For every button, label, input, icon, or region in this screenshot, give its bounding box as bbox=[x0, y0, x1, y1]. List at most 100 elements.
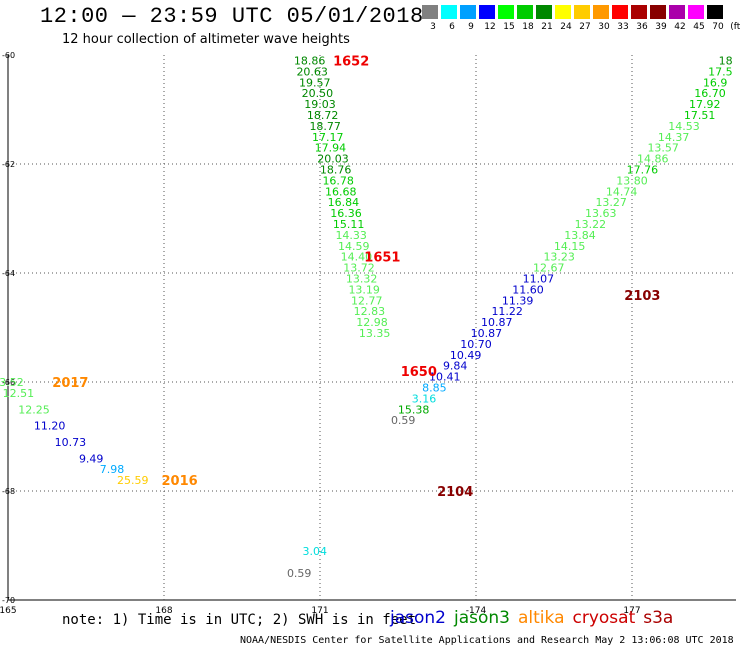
wave-height-value: 10.73 bbox=[55, 436, 87, 449]
y-tick-label: -68 bbox=[2, 487, 15, 496]
wave-height-value: 14.37 bbox=[658, 131, 690, 144]
wave-height-value: 10.49 bbox=[450, 349, 482, 362]
y-tick-label: -62 bbox=[2, 160, 15, 169]
scale-label: 45 bbox=[693, 22, 705, 32]
wave-height-value: 11.07 bbox=[523, 272, 555, 285]
scale-swatch bbox=[574, 5, 591, 19]
wave-height-value: 18.76 bbox=[320, 163, 352, 176]
wave-height-value: 20.63 bbox=[296, 65, 328, 78]
wave-height-value: 16.84 bbox=[328, 196, 360, 209]
legend-s3a: s3a bbox=[643, 608, 674, 628]
scale-swatch bbox=[631, 5, 648, 19]
scale-label: 21 bbox=[541, 22, 553, 32]
pass-label: 2016 bbox=[162, 474, 198, 489]
scale-swatch bbox=[479, 5, 496, 19]
pass-label: 1652 bbox=[333, 54, 369, 69]
wave-height-value: 8.85 bbox=[422, 381, 447, 394]
wave-height-value: 14.59 bbox=[338, 240, 370, 253]
scale-swatch bbox=[650, 5, 667, 19]
wave-height-value: 14.53 bbox=[668, 120, 700, 133]
wave-height-value: 0.59 bbox=[287, 567, 312, 580]
legend-altika: altika bbox=[518, 608, 565, 628]
x-tick-label: 171 bbox=[311, 606, 328, 616]
wave-height-value: 20.03 bbox=[317, 153, 349, 166]
scale-swatch bbox=[707, 5, 724, 19]
scale-label: 18 bbox=[522, 22, 534, 32]
wave-height-value: 9.84 bbox=[443, 360, 468, 373]
wave-height-value: 19.57 bbox=[299, 76, 331, 89]
wave-height-value: 13.27 bbox=[595, 196, 627, 209]
wave-height-value: 15.11 bbox=[333, 218, 365, 231]
y-tick-label: -66 bbox=[2, 378, 15, 387]
wave-height-value: 11.39 bbox=[502, 294, 534, 307]
y-tick-label: -64 bbox=[2, 269, 15, 278]
wave-height-value: 12.25 bbox=[18, 403, 50, 416]
scale-swatch bbox=[688, 5, 705, 19]
scale-swatch bbox=[555, 5, 572, 19]
wave-height-value: 3.16 bbox=[412, 392, 437, 405]
satellite-legend: jason2 jason3 altika cryosat s3a bbox=[390, 608, 681, 628]
x-tick-label: -174 bbox=[466, 606, 487, 616]
scale-swatch bbox=[593, 5, 610, 19]
wave-height-value: 10.41 bbox=[429, 371, 461, 384]
note-text: note: 1) Time is in UTC; 2) SWH is in fe… bbox=[62, 612, 417, 628]
wave-height-value: 10.70 bbox=[460, 338, 492, 351]
wave-height-value: 17.94 bbox=[315, 142, 347, 155]
scale-label: 24 bbox=[560, 22, 572, 32]
scale-label: 27 bbox=[579, 22, 591, 32]
wave-height-value: 15.38 bbox=[398, 403, 430, 416]
wave-height-value: 14.86 bbox=[637, 153, 669, 166]
wave-height-value: 18.72 bbox=[307, 109, 339, 122]
scale-label: 70 bbox=[712, 22, 724, 32]
footer-credit: NOAA/NESDIS Center for Satellite Applica… bbox=[240, 635, 734, 646]
wave-height-value: 18 bbox=[719, 54, 733, 67]
wave-height-value: 13.84 bbox=[564, 229, 596, 242]
scale-label: 12 bbox=[484, 22, 496, 32]
scale-swatch bbox=[441, 5, 458, 19]
chart-title: 12:00 — 23:59 UTC 05/01/2018 bbox=[40, 4, 424, 29]
wave-height-value: 9.49 bbox=[79, 452, 104, 465]
scale-label: 6 bbox=[449, 22, 455, 32]
chart-subtitle: 12 hour collection of altimeter wave hei… bbox=[62, 32, 350, 47]
wave-height-value: 18.77 bbox=[309, 120, 341, 133]
y-tick-label: -60 bbox=[2, 51, 15, 60]
wave-height-value: 12.83 bbox=[354, 305, 386, 318]
wave-height-value: 13.52 bbox=[0, 376, 24, 389]
scale-label: 3 bbox=[430, 22, 436, 32]
scale-swatch bbox=[536, 5, 553, 19]
scale-label: 33 bbox=[617, 22, 629, 32]
x-tick-label: 168 bbox=[155, 606, 172, 616]
wave-height-value: 10.87 bbox=[481, 316, 513, 329]
wave-height-value: 13.57 bbox=[647, 142, 679, 155]
scale-label: 39 bbox=[655, 22, 667, 32]
scale-swatch bbox=[517, 5, 534, 19]
scale-label: 9 bbox=[468, 22, 474, 32]
wave-height-value: 0.59 bbox=[391, 414, 416, 427]
legend-jason3: jason3 bbox=[454, 608, 510, 628]
scale-label: (ft) bbox=[730, 22, 740, 32]
scale-label: 15 bbox=[503, 22, 515, 32]
wave-height-value: 11.20 bbox=[34, 420, 66, 433]
wave-height-value: 16.78 bbox=[322, 174, 354, 187]
wave-height-value: 19.03 bbox=[304, 98, 336, 111]
wave-height-value: 13.80 bbox=[616, 174, 648, 187]
pass-label: 2104 bbox=[437, 485, 473, 500]
wave-height-value: 13.35 bbox=[359, 327, 391, 340]
wave-height-value: 17.92 bbox=[689, 98, 721, 111]
wave-height-value: 16.68 bbox=[325, 185, 357, 198]
wave-height-value: 17.17 bbox=[312, 131, 344, 144]
pass-label: 1650 bbox=[401, 365, 437, 380]
wave-height-value: 16.70 bbox=[694, 87, 726, 100]
pass-label: 2017 bbox=[52, 376, 88, 391]
wave-height-value: 17.76 bbox=[627, 163, 659, 176]
wave-height-value: 14.33 bbox=[335, 229, 367, 242]
wave-height-value: 25.59 bbox=[117, 474, 149, 487]
scale-swatch bbox=[669, 5, 686, 19]
scale-swatch bbox=[460, 5, 477, 19]
y-tick-label: -70 bbox=[2, 596, 15, 605]
wave-height-value: 12.77 bbox=[351, 294, 383, 307]
wave-height-value: 11.22 bbox=[491, 305, 523, 318]
wave-height-value: 3.04 bbox=[303, 545, 328, 558]
wave-height-value: 12.51 bbox=[3, 387, 35, 400]
